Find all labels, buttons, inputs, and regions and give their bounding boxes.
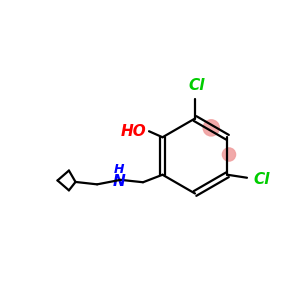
Circle shape [222, 148, 236, 161]
Text: Cl: Cl [188, 78, 205, 93]
Text: N: N [112, 174, 125, 189]
Text: Cl: Cl [253, 172, 269, 187]
Text: H: H [114, 163, 124, 176]
Circle shape [203, 120, 219, 136]
Text: HO: HO [120, 124, 146, 139]
